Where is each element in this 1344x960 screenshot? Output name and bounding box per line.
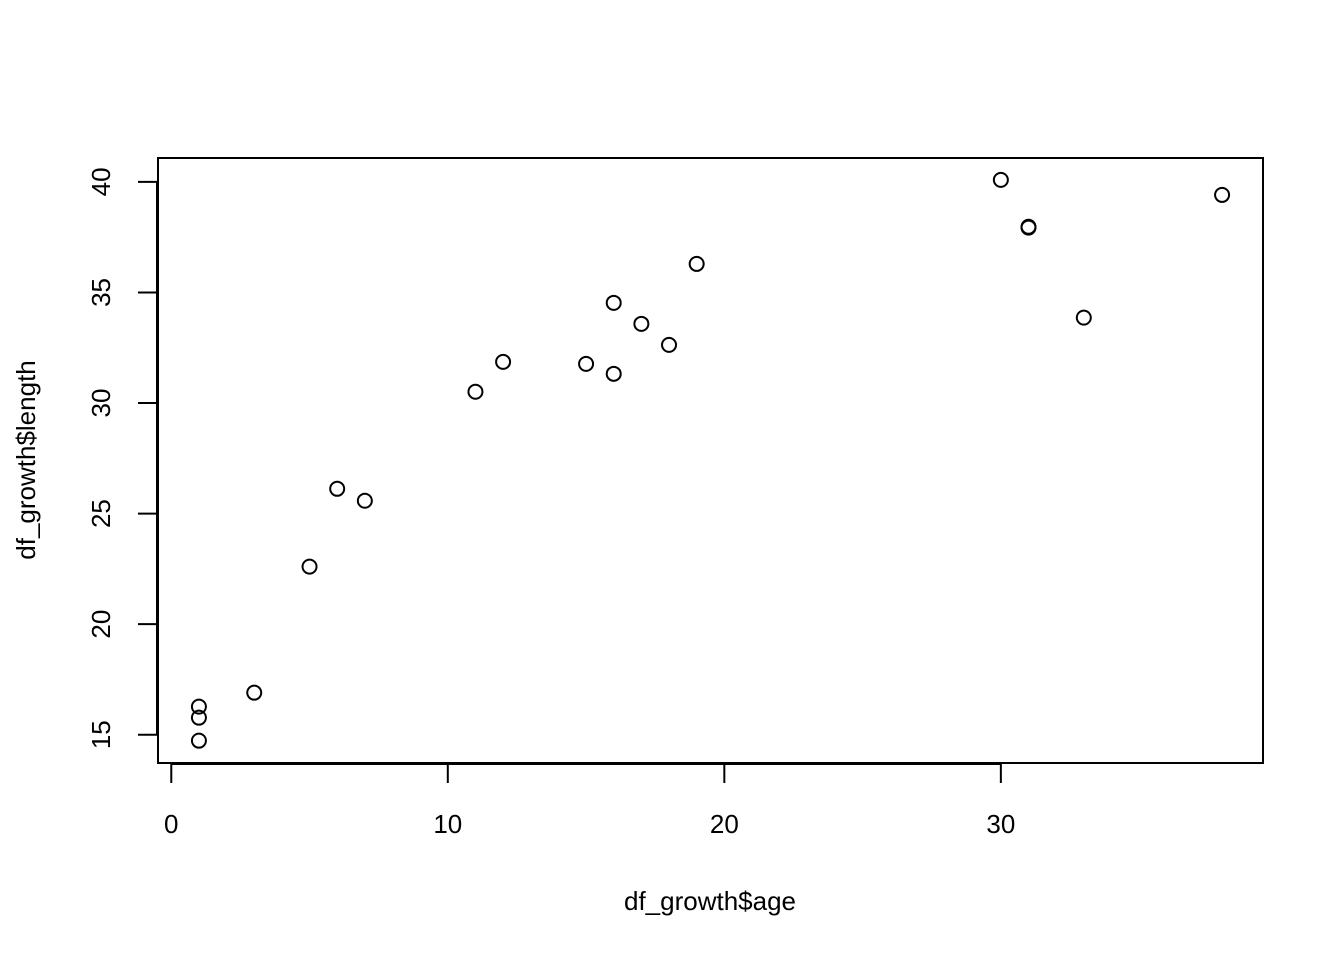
x-tick-label: 0 — [164, 809, 178, 839]
x-axis-label: df_growth$age — [624, 886, 796, 916]
point — [633, 315, 650, 332]
point — [190, 709, 207, 726]
point — [246, 684, 263, 701]
x-tick-label: 10 — [433, 809, 462, 839]
point — [467, 383, 484, 400]
point — [329, 480, 346, 497]
point — [1075, 309, 1092, 326]
y-axis-label: df_growth$length — [11, 360, 41, 559]
plot-frame — [157, 157, 1264, 764]
y-tick-label: 15 — [86, 720, 116, 749]
point — [992, 171, 1009, 188]
point — [605, 365, 622, 382]
y-tick-label: 30 — [86, 389, 116, 418]
point — [356, 492, 373, 509]
point — [661, 336, 678, 353]
point — [688, 255, 705, 272]
point — [578, 355, 595, 372]
x-tick-label: 30 — [986, 809, 1015, 839]
y-tick-label: 35 — [86, 278, 116, 307]
point — [190, 698, 207, 715]
x-tick-label: 20 — [710, 809, 739, 839]
y-tick-label: 25 — [86, 499, 116, 528]
point — [190, 732, 207, 749]
point — [301, 558, 318, 575]
point — [495, 353, 512, 370]
point — [1214, 186, 1231, 203]
point — [1020, 219, 1037, 236]
y-tick-label: 20 — [86, 610, 116, 639]
y-tick-label: 40 — [86, 167, 116, 196]
point — [605, 294, 622, 311]
